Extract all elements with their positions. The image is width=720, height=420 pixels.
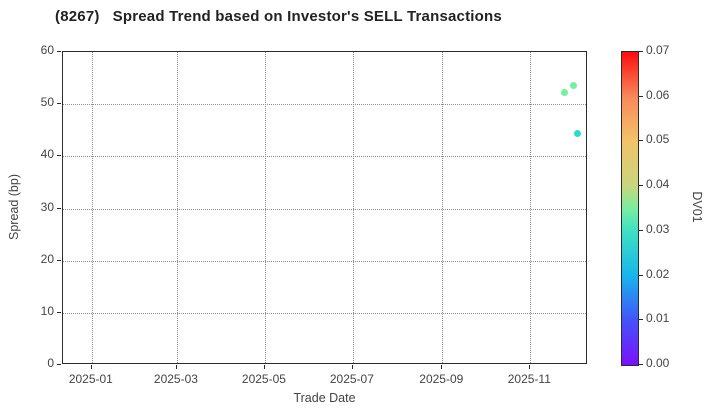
chart-title: (8267) Spread Trend based on Investor's … — [55, 8, 502, 25]
colorbar-tick-mark — [639, 229, 643, 231]
y-tick-mark — [57, 364, 61, 365]
y-gridline — [63, 260, 586, 262]
y-gridline — [63, 312, 586, 314]
colorbar-tick-mark — [639, 185, 643, 187]
x-tick-mark — [441, 365, 443, 369]
y-tick-label: 40 — [40, 147, 54, 162]
colorbar-tick-label: 0.05 — [646, 132, 670, 147]
y-tick-mark — [57, 155, 61, 157]
y-tick-label: 60 — [40, 43, 54, 57]
x-gridline — [352, 52, 354, 363]
y-tick-label: 0 — [47, 356, 54, 370]
colorbar — [621, 51, 639, 366]
y-tick-mark — [57, 207, 61, 209]
x-tick-label: 2025-07 — [329, 372, 374, 386]
y-tick-mark — [57, 311, 61, 313]
y-gridline — [63, 156, 586, 158]
x-gridline — [530, 52, 532, 363]
x-tick-mark — [175, 365, 177, 369]
colorbar-tick-label: 0.06 — [646, 87, 670, 102]
x-gridline — [91, 52, 93, 363]
colorbar-tick-label: 0.02 — [646, 266, 670, 281]
x-gridline — [176, 52, 178, 363]
scatter-point — [574, 129, 582, 137]
colorbar-tick-label: 0.00 — [646, 356, 670, 370]
y-gridline — [63, 208, 586, 210]
colorbar-label: DV01 — [690, 191, 704, 223]
plot-area — [62, 51, 587, 364]
colorbar-tick-mark — [639, 364, 643, 365]
x-gridline — [442, 52, 444, 363]
y-tick-mark — [57, 51, 61, 52]
x-tick-mark — [90, 365, 92, 369]
x-gridline — [264, 52, 266, 363]
y-tick-label: 30 — [40, 199, 54, 214]
scatter-point — [570, 82, 578, 90]
x-tick-label: 2025-05 — [241, 372, 286, 386]
y-tick-mark — [57, 103, 61, 105]
colorbar-tick-mark — [639, 319, 643, 321]
colorbar-tick-mark — [639, 95, 643, 97]
colorbar-tick-mark — [639, 140, 643, 142]
y-gridline — [63, 104, 586, 106]
x-tick-mark — [263, 365, 265, 369]
y-tick-label: 10 — [40, 303, 54, 318]
x-tick-label: 2025-11 — [507, 372, 551, 386]
x-tick-label: 2025-03 — [153, 372, 198, 386]
x-tick-label: 2025-01 — [68, 372, 113, 386]
colorbar-tick-mark — [639, 274, 643, 276]
x-axis-label: Trade Date — [293, 391, 356, 405]
colorbar-tick-label: 0.01 — [646, 311, 670, 326]
colorbar-tick-mark — [639, 51, 643, 52]
y-axis-label: Spread (bp) — [7, 173, 21, 241]
x-tick-label: 2025-09 — [419, 372, 464, 386]
colorbar-tick-label: 0.04 — [646, 177, 670, 192]
y-tick-label: 50 — [40, 95, 54, 110]
colorbar-tick-label: 0.03 — [646, 221, 670, 236]
scatter-point — [561, 89, 569, 97]
y-tick-mark — [57, 259, 61, 261]
colorbar-tick-label: 0.07 — [646, 43, 670, 57]
y-tick-label: 20 — [40, 251, 54, 266]
x-tick-mark — [529, 365, 531, 369]
x-tick-mark — [351, 365, 353, 369]
